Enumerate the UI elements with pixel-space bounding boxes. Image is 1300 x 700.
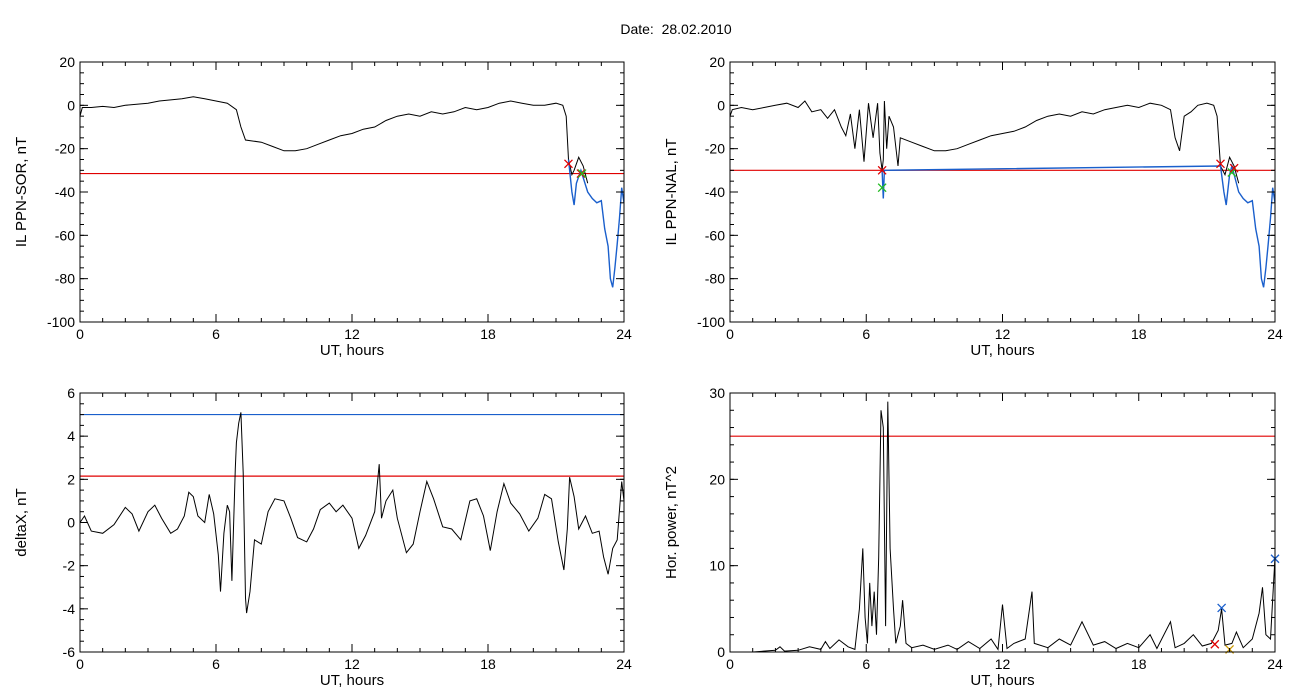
y-tick-label: -100	[697, 314, 725, 330]
x-tick-label: 24	[1267, 656, 1283, 672]
y-tick-label: 20	[709, 471, 725, 487]
x-tick-label: 12	[344, 326, 360, 342]
x-tick-label: 18	[1131, 656, 1147, 672]
chart-panel-hor-power: 0 6 12 18 24 0 10 20 30 UT, hours Hor. power, nT^2	[663, 385, 1283, 689]
y-tick-label: 4	[67, 428, 75, 444]
y-tick-label: -100	[47, 314, 75, 330]
marker-0	[1217, 603, 1227, 613]
marker-1	[576, 169, 586, 179]
marker-4	[1229, 163, 1239, 173]
marker-3	[1227, 168, 1237, 177]
marker-0	[877, 165, 887, 175]
x-tick-label: 0	[76, 656, 84, 672]
x-axis-label: UT, hours	[320, 672, 384, 689]
y-tick-label: 2	[67, 471, 75, 487]
y-axis-label: IL PPN-SOR, nT	[13, 137, 30, 247]
chart-panel-ppn-sor: 0 6 12 18 24 -100 -80 -60 -40 -20 0 20 UT, hours IL P…	[13, 54, 632, 359]
marker-2	[577, 169, 587, 179]
y-tick-label: -40	[705, 184, 725, 200]
series-line-0	[730, 401, 1275, 652]
series-line-0	[80, 96, 589, 184]
y-tick-label: -2	[63, 558, 76, 574]
x-tick-label: 6	[862, 326, 870, 342]
x-tick-label: 24	[616, 326, 632, 342]
marker-1	[1210, 639, 1220, 649]
y-tick-label: 20	[709, 54, 725, 70]
y-tick-label: -4	[63, 601, 76, 617]
x-tick-label: 0	[726, 326, 734, 342]
y-tick-label: 0	[717, 644, 725, 660]
y-tick-label: -60	[55, 227, 75, 243]
plot-frame	[729, 392, 1276, 653]
series-line-1	[881, 163, 1275, 288]
y-tick-label: 20	[59, 54, 75, 70]
chart-panel-ppn-nal: 0 6 12 18 24 -100 -80 -60 -40 -20 0 20 UT, hours IL P…	[663, 54, 1283, 359]
y-tick-label: 6	[67, 385, 75, 401]
x-tick-label: 0	[726, 656, 734, 672]
y-axis-label: deltaX, nT	[13, 488, 30, 556]
x-tick-label: 6	[212, 326, 220, 342]
plot-frame	[729, 61, 1276, 323]
x-tick-label: 18	[480, 326, 496, 342]
marker-0	[564, 159, 573, 169]
x-axis-label: UT, hours	[970, 342, 1034, 359]
page-title: Date: 28.02.2010	[620, 21, 732, 37]
y-tick-label: 0	[717, 97, 725, 113]
y-tick-label: -60	[705, 227, 725, 243]
y-tick-label: -80	[705, 271, 725, 287]
y-tick-label: 30	[709, 385, 725, 401]
y-tick-label: -80	[55, 271, 75, 287]
y-tick-label: 10	[709, 558, 725, 574]
y-tick-label: -20	[55, 141, 75, 157]
x-tick-label: 18	[1131, 326, 1147, 342]
series-line-1	[567, 159, 624, 288]
x-tick-label: 12	[995, 326, 1011, 342]
x-tick-label: 6	[862, 656, 870, 672]
y-tick-label: 0	[67, 515, 75, 531]
marker-2	[1216, 159, 1225, 169]
y-tick-label: -6	[63, 644, 76, 660]
series-line-0	[730, 100, 1240, 184]
x-tick-label: 12	[344, 656, 360, 672]
marker-1	[877, 183, 887, 193]
y-axis-label: Hor. power, nT^2	[663, 466, 680, 579]
x-axis-label: UT, hours	[970, 672, 1034, 689]
x-tick-label: 6	[212, 656, 220, 672]
plot-frame	[79, 392, 625, 653]
x-tick-label: 0	[76, 326, 84, 342]
y-tick-label: 0	[67, 97, 75, 113]
x-tick-label: 24	[1267, 326, 1283, 342]
x-tick-label: 24	[616, 656, 632, 672]
x-tick-label: 18	[480, 656, 496, 672]
y-tick-label: -40	[55, 184, 75, 200]
series-line-0	[80, 412, 624, 614]
x-tick-label: 12	[995, 656, 1011, 672]
y-tick-label: -20	[705, 141, 725, 157]
x-axis-label: UT, hours	[320, 342, 384, 359]
y-axis-label: IL PPN-NAL, nT	[663, 139, 680, 246]
